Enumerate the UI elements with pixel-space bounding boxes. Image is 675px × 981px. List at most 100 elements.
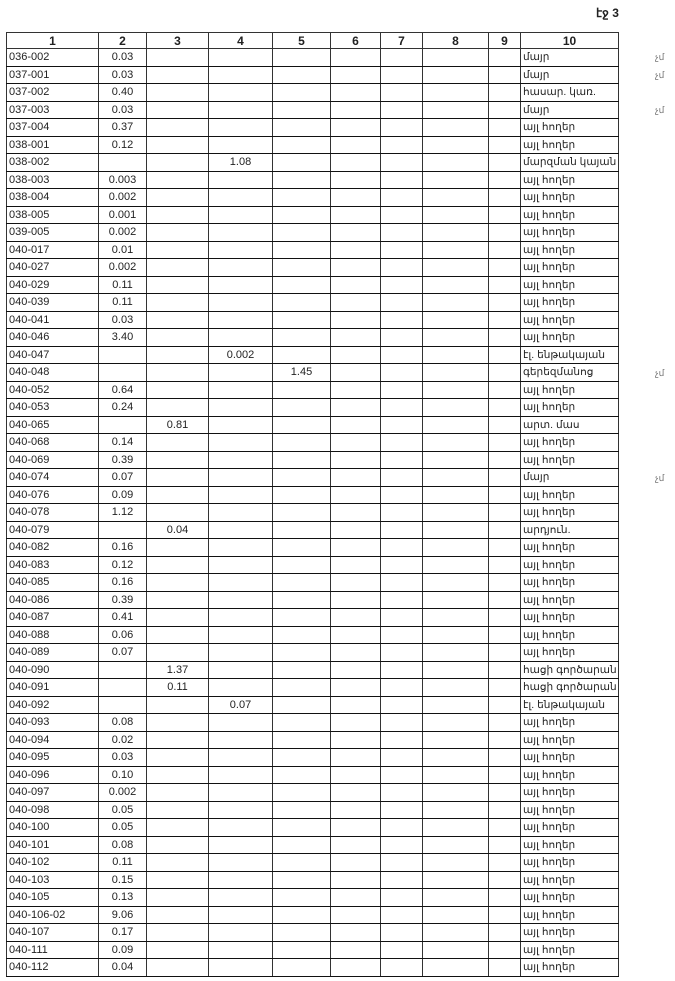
area-cell: 1.37 [146,660,209,679]
table-row: 037-001 0.03 մայր [6,65,619,84]
area-cell [272,835,331,854]
area-cell [380,398,423,417]
area-cell: 0.09 [98,940,147,959]
parcel-id: 040-027 [6,258,99,277]
area-cell [488,293,521,312]
area-cell [330,380,381,399]
parcel-id: 040-048 [6,363,99,382]
land-type: այլ հողեր [520,275,619,294]
area-cell: 0.03 [98,65,147,84]
area-cell [422,310,489,329]
table-row: 040-094 0.02 այլ հողեր [6,730,619,749]
table-row: 040-102 0.11 այլ հողեր [6,853,619,872]
area-cell [330,468,381,487]
area-cell [488,730,521,749]
land-type: այլ հողեր [520,730,619,749]
area-cell [272,538,331,557]
parcel-id: 040-053 [6,398,99,417]
land-type: մայր [520,48,619,67]
area-cell [272,380,331,399]
table-row: 040-041 0.03 այլ հողեր [6,310,619,329]
area-cell [380,678,423,697]
area-cell [146,485,209,504]
area-cell: 0.10 [98,765,147,784]
area-cell [422,345,489,364]
area-cell [272,83,331,102]
parcel-id: 037-003 [6,100,99,119]
area-cell [422,293,489,312]
area-cell [330,48,381,67]
parcel-id: 040-096 [6,765,99,784]
parcel-id: 040-101 [6,835,99,854]
area-cell [422,118,489,137]
table-row: 036-002 0.03 մայր [6,48,619,67]
area-cell [380,625,423,644]
area-cell [380,660,423,679]
area-cell: 1.08 [208,153,273,172]
area-cell: 0.14 [98,433,147,452]
parcel-id: 038-004 [6,188,99,207]
column-header: 3 [146,32,209,49]
land-type: այլ հողեր [520,625,619,644]
area-cell [380,748,423,767]
area-cell [380,590,423,609]
area-cell [146,958,209,977]
area-cell [146,765,209,784]
area-cell [208,275,273,294]
area-cell [330,450,381,469]
area-cell [272,450,331,469]
area-cell [330,853,381,872]
area-cell [330,363,381,382]
area-cell [422,363,489,382]
parcel-id: 040-039 [6,293,99,312]
area-cell [422,538,489,557]
table-row: 040-097 0.002 այլ հողեր [6,783,619,802]
parcel-id: 040-095 [6,748,99,767]
area-cell [146,153,209,172]
area-cell [380,695,423,714]
area-cell [272,170,331,189]
area-cell [208,415,273,434]
area-cell [380,608,423,627]
land-type: այլ հողեր [520,958,619,977]
area-cell: 0.13 [98,888,147,907]
land-type: այլ հողեր [520,293,619,312]
area-cell [98,695,147,714]
area-cell [330,415,381,434]
area-cell [272,590,331,609]
area-cell [488,695,521,714]
land-type: գերեզմանոց [520,363,619,382]
area-cell [488,135,521,154]
area-cell [422,135,489,154]
land-type: այլ հողեր [520,835,619,854]
area-cell [208,660,273,679]
parcel-id: 038-002 [6,153,99,172]
parcel-id: 040-052 [6,380,99,399]
area-cell [422,555,489,574]
area-cell [330,800,381,819]
area-cell [272,765,331,784]
area-cell: 0.24 [98,398,147,417]
area-cell: 0.11 [98,853,147,872]
area-cell [330,555,381,574]
area-cell: 0.08 [98,835,147,854]
parcel-id: 040-102 [6,853,99,872]
land-type: այլ հողեր [520,713,619,732]
parcel-id: 040-105 [6,888,99,907]
area-cell [146,450,209,469]
table-row: 040-112 0.04 այլ հողեր [6,958,619,977]
area-cell [208,380,273,399]
area-cell [208,170,273,189]
area-cell [208,835,273,854]
parcel-id: 040-089 [6,643,99,662]
area-cell [422,800,489,819]
area-cell [422,223,489,242]
land-type: այլ հողեր [520,258,619,277]
area-cell [208,905,273,924]
parcel-id: 040-065 [6,415,99,434]
area-cell [272,275,331,294]
margin-note: չմ [655,367,665,378]
land-type: մայր [520,100,619,119]
area-cell [330,118,381,137]
area-cell [488,188,521,207]
